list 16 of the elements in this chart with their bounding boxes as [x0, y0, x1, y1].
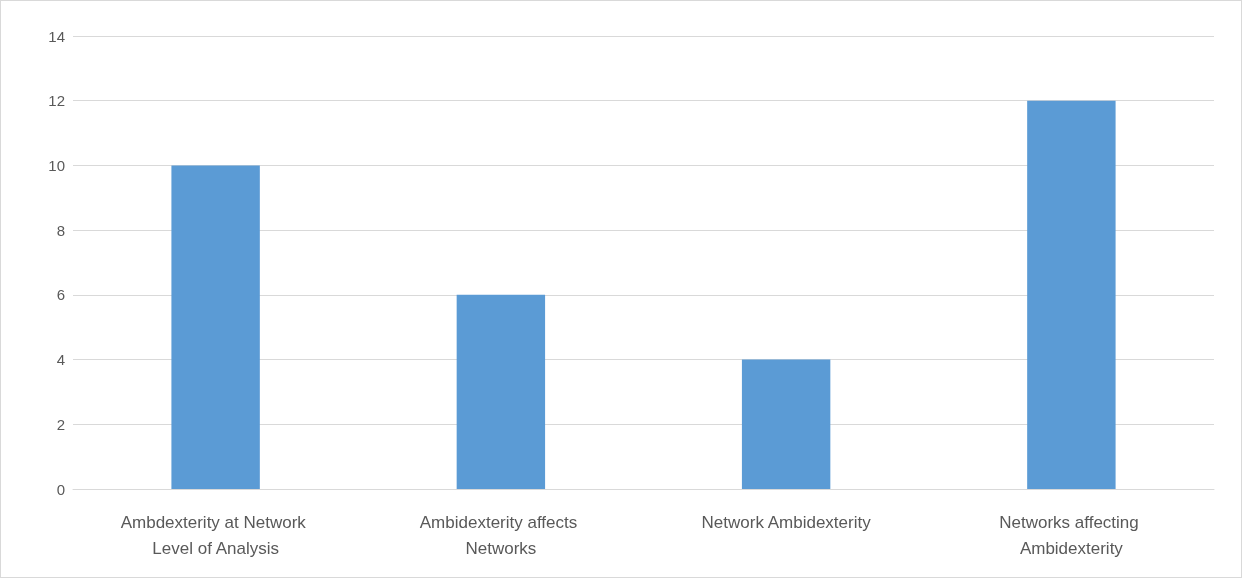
x-tick-label: Ambdexterity at Network Level of Analysis [120, 512, 311, 558]
bar [741, 359, 831, 489]
y-tick-label: 10 [48, 156, 65, 174]
x-tick-label: Ambidexterity affects Networks [419, 512, 582, 558]
y-tick-label: 2 [56, 415, 65, 433]
y-tick-label: 4 [56, 351, 65, 369]
bar [456, 294, 546, 489]
bar [1027, 100, 1116, 489]
x-tick-label: Networks affecting Ambidexterity [999, 512, 1144, 558]
y-tick-label: 0 [56, 480, 65, 498]
y-tick-label: 8 [56, 221, 65, 239]
y-tick-label: 6 [56, 286, 65, 304]
y-tick-label: 14 [48, 27, 65, 45]
x-tick-label: Network Ambidexterity [701, 512, 872, 532]
bar [171, 165, 260, 489]
y-tick-label: 12 [48, 92, 65, 110]
